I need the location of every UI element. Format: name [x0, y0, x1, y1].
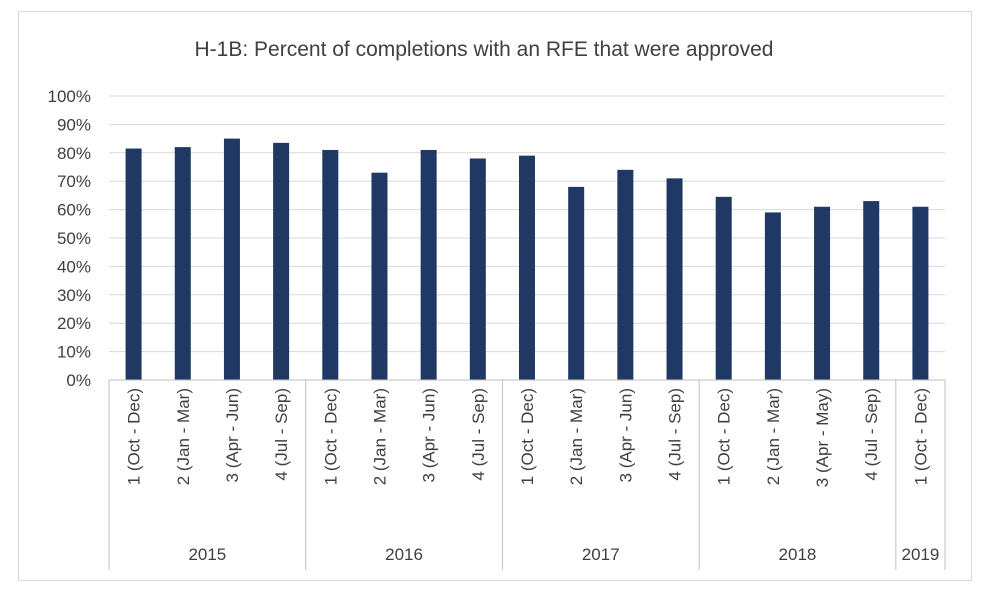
- y-tick-label: 20%: [57, 314, 91, 333]
- y-tick-label: 10%: [57, 343, 91, 362]
- bar: [322, 149, 339, 380]
- x-group-label: 2018: [779, 545, 817, 564]
- x-group-label: 2019: [901, 545, 939, 564]
- chart-title: H-1B: Percent of completions with an RFE…: [195, 38, 774, 61]
- y-tick-label: 0%: [66, 371, 91, 390]
- y-tick-label: 30%: [57, 286, 91, 305]
- x-group-label: 2015: [188, 545, 226, 564]
- x-tick-label: 4 (Jul - Sep): [666, 388, 685, 481]
- y-tick-label: 80%: [57, 144, 91, 163]
- x-tick-label: 4 (Jul - Sep): [469, 388, 488, 481]
- x-tick-label: 3 (Apr - Jun): [616, 388, 635, 482]
- bar: [912, 206, 929, 380]
- x-tick-label: 1 (Oct - Dec): [321, 388, 340, 485]
- x-tick-label: 3 (Apr - Jun): [223, 388, 242, 482]
- bars: [125, 138, 929, 380]
- y-tick-label: 70%: [57, 172, 91, 191]
- x-axis-category-labels: 1 (Oct - Dec) 2 (Jan - Mar) 3 (Apr - Jun) 4…: [125, 388, 931, 487]
- bar: [273, 142, 290, 380]
- x-tick-label: 1 (Oct - Dec): [911, 388, 930, 485]
- x-tick-label: 4 (Jul - Sep): [862, 388, 881, 481]
- bar: [715, 196, 732, 380]
- y-axis-ticks: 0% 10% 20% 30% 40% 50% 60% 70% 80% 90% 100%: [48, 87, 91, 390]
- x-tick-label: 4 (Jul - Sep): [272, 388, 291, 481]
- y-tick-label: 40%: [57, 257, 91, 276]
- x-tick-label: 1 (Oct - Dec): [518, 388, 537, 485]
- x-tick-label: 1 (Oct - Dec): [715, 388, 734, 485]
- x-tick-label: 3 (Apr - Jun): [420, 388, 439, 482]
- x-tick-label: 2 (Jan - Mar): [370, 388, 389, 485]
- x-tick-label: 2 (Jan - Mar): [764, 388, 783, 485]
- x-group-label: 2017: [582, 545, 620, 564]
- bar: [174, 147, 191, 380]
- y-tick-label: 90%: [57, 115, 91, 134]
- x-tick-label: 1 (Oct - Dec): [125, 388, 144, 485]
- bar: [125, 148, 142, 380]
- y-tick-label: 50%: [57, 229, 91, 248]
- bar: [568, 186, 585, 380]
- bar: [814, 206, 831, 380]
- y-tick-label: 60%: [57, 201, 91, 220]
- bar: [617, 169, 634, 380]
- x-tick-label: 2 (Jan - Mar): [567, 388, 586, 485]
- x-group-label: 2016: [385, 545, 423, 564]
- x-tick-label: 3 (Apr - May): [813, 388, 832, 487]
- x-axis-year-groups: 2015 2016 2017 2018 2019: [108, 380, 946, 570]
- bar: [519, 155, 535, 380]
- bar: [764, 212, 781, 380]
- chart-frame: H-1B: Percent of completions with an RFE…: [18, 11, 972, 581]
- bar: [666, 178, 683, 380]
- y-tick-label: 100%: [48, 87, 91, 106]
- bar: [420, 149, 437, 380]
- x-tick-label: 2 (Jan - Mar): [174, 388, 193, 485]
- bar-chart: H-1B: Percent of completions with an RFE…: [48, 38, 946, 570]
- bar: [469, 158, 486, 380]
- bar: [223, 138, 240, 380]
- bar: [863, 201, 880, 380]
- bar: [371, 172, 388, 380]
